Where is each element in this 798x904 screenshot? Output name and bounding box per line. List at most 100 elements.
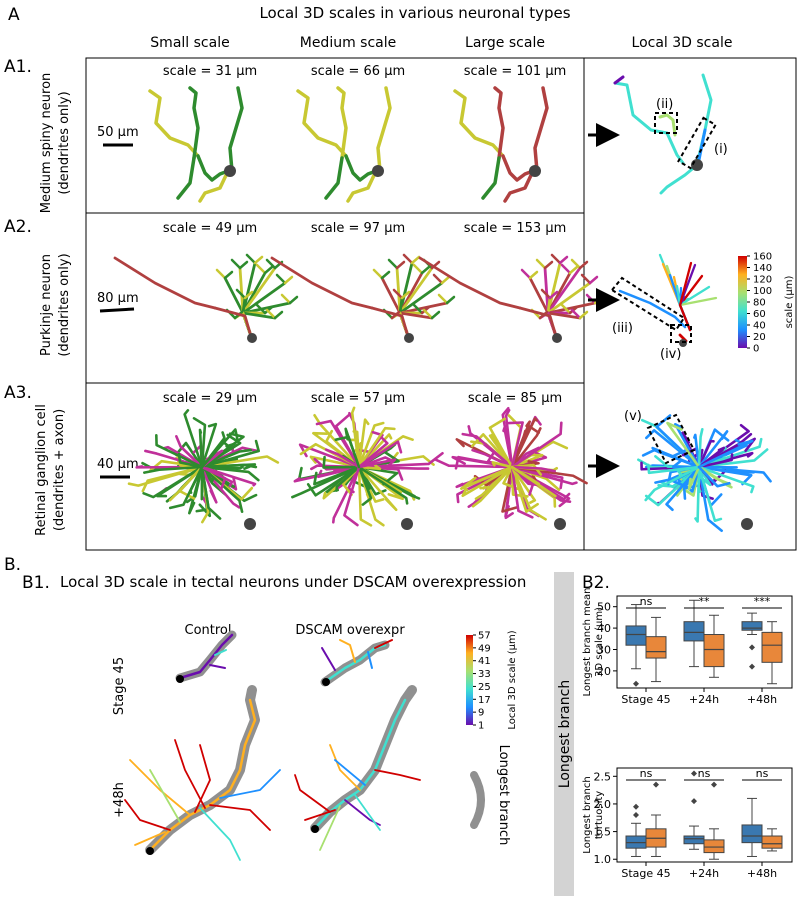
dendrite-segment bbox=[178, 158, 194, 198]
callout-ii: (ii) bbox=[656, 97, 673, 112]
col-header-local: Local 3D scale bbox=[632, 35, 733, 51]
tectal-branch bbox=[340, 640, 355, 662]
tectal-branch bbox=[375, 770, 420, 780]
scale-plot-significance-label: ns bbox=[640, 595, 653, 608]
colorbar-b-tick-label: 33 bbox=[478, 669, 491, 680]
colorbar-a bbox=[738, 256, 747, 348]
dendrite-segment bbox=[590, 277, 597, 283]
scale-plot-xtick-label: +48h bbox=[747, 693, 777, 706]
scale-plot-outlier bbox=[633, 681, 639, 687]
dendrite-segment bbox=[447, 297, 454, 303]
colorbar-a-tick-label: 160 bbox=[753, 252, 772, 263]
b1-row-stage45: Stage 45 bbox=[112, 657, 127, 715]
dendrite-segment bbox=[432, 312, 439, 318]
soma bbox=[552, 333, 562, 343]
tortuosity-plot-ylabel-line1: Longest branch bbox=[582, 776, 593, 853]
row-label-a3-line2: (dendrites + axon) bbox=[52, 409, 67, 531]
soma bbox=[401, 518, 413, 530]
scale-bar-a2 bbox=[100, 309, 134, 311]
scale-plot-box-dscam bbox=[646, 637, 666, 658]
soma bbox=[247, 333, 257, 343]
tortuosity-plot-xtick-label: +48h bbox=[747, 867, 777, 880]
colorbar-b-label: Local 3D scale (µm) bbox=[507, 630, 518, 729]
neuron-morphologies-a bbox=[115, 75, 771, 531]
tectal-branch bbox=[125, 800, 170, 830]
dendrite-segment bbox=[285, 277, 292, 283]
dendrite-segment bbox=[562, 265, 570, 273]
row-label-a2-line1: Purkinje neuron bbox=[39, 254, 54, 356]
dendrite-segment bbox=[503, 156, 533, 180]
dendrite-segment bbox=[240, 262, 247, 268]
tectal-soma bbox=[322, 678, 330, 686]
b1-col-dscam: DSCAM overexpr bbox=[295, 623, 405, 638]
tortuosity-plot-ylabel-line2: tortuosity bbox=[594, 791, 605, 839]
tectal-branch bbox=[150, 770, 180, 822]
panel-b1-id: B1. bbox=[22, 573, 50, 593]
tortuosity-plot-box-dscam bbox=[762, 836, 782, 848]
col-header-small: Small scale bbox=[150, 35, 229, 51]
dendrite-segment bbox=[560, 257, 567, 263]
scale-a2-medium: scale = 97 µm bbox=[311, 221, 405, 236]
callout-iv: (iv) bbox=[660, 347, 681, 362]
tortuosity-plot-significance-label: ns bbox=[698, 767, 711, 780]
dendrite-segment bbox=[255, 257, 262, 263]
scale-plot-significance-label: ** bbox=[699, 595, 711, 608]
dendrite-segment bbox=[661, 165, 697, 193]
soma bbox=[741, 518, 753, 530]
colorbar-b-tick-label: 9 bbox=[478, 708, 484, 719]
tectal-soma bbox=[311, 825, 319, 833]
dendrite-segment bbox=[455, 91, 503, 156]
tortuosity-plot-significance-label: ns bbox=[756, 767, 769, 780]
dendrite-segment bbox=[397, 262, 404, 268]
scale-a2-large: scale = 153 µm bbox=[464, 221, 567, 236]
tectal-branch bbox=[200, 808, 240, 860]
dendrite-segment bbox=[257, 265, 265, 273]
dendrite-segment bbox=[348, 171, 376, 201]
callout-iii: (iii) bbox=[612, 321, 633, 336]
scale-a2-small: scale = 49 µm bbox=[163, 221, 257, 236]
tortuosity-plot-outlier bbox=[711, 782, 717, 788]
row-label-a1-line1: Medium spiny neuron bbox=[39, 73, 54, 214]
callout-v: (v) bbox=[624, 409, 642, 424]
tectal-branch bbox=[355, 795, 380, 830]
soma bbox=[224, 165, 236, 177]
scale-plot-xtick-label: +24h bbox=[689, 693, 719, 706]
dendrite-segment bbox=[667, 133, 683, 163]
colorbar-a-tick-label: 80 bbox=[753, 298, 766, 309]
col-header-medium: Medium scale bbox=[300, 35, 397, 51]
panel-b1-title: Local 3D scale in tectal neurons under D… bbox=[60, 573, 526, 591]
dendrite-segment bbox=[434, 275, 442, 283]
colorbar-a-tick-label: 100 bbox=[753, 286, 772, 297]
tortuosity-plot-outlier bbox=[633, 812, 639, 818]
tortuosity-plot-xtick-label: +24h bbox=[689, 867, 719, 880]
colorbar-b-tick-label: 1 bbox=[478, 721, 484, 732]
tectal-branch bbox=[210, 805, 270, 830]
dendrite-segment bbox=[198, 156, 228, 180]
dendrite-segment bbox=[530, 272, 537, 278]
soma bbox=[244, 518, 256, 530]
scale-bar-a1-label: 50 µm bbox=[97, 125, 139, 140]
dendrite-segment bbox=[442, 277, 449, 283]
panel-b-letter: B. bbox=[4, 555, 21, 575]
colorbar-b bbox=[466, 635, 473, 725]
col-header-large: Large scale bbox=[465, 35, 545, 51]
tectal-branch bbox=[322, 648, 335, 670]
colorbar-a-tick-label: 140 bbox=[753, 263, 772, 274]
callout-i: (i) bbox=[714, 142, 728, 157]
longest-branch-legend-icon bbox=[474, 775, 481, 825]
tortuosity-plot-outlier bbox=[633, 804, 639, 810]
dendrite-segment bbox=[505, 171, 533, 201]
dendrite-segment bbox=[275, 312, 282, 318]
scale-plot-box-control bbox=[684, 622, 704, 641]
row-label-a3-line1: Retinal ganglion cell bbox=[34, 404, 49, 536]
dendrite-segment bbox=[290, 297, 297, 303]
row-id-a1: A1. bbox=[4, 57, 32, 77]
tortuosity-plot-box-control bbox=[742, 825, 762, 843]
colorbar-b-tick-label: 41 bbox=[478, 656, 491, 667]
dendrite-segment bbox=[217, 270, 225, 278]
dendrite-segment bbox=[282, 295, 290, 303]
